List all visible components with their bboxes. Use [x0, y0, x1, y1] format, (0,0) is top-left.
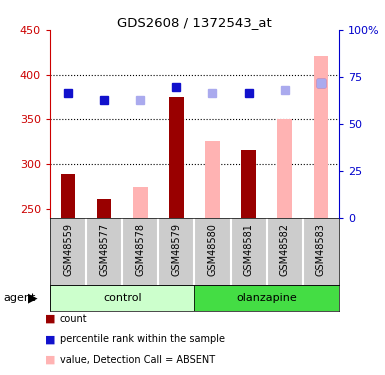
- Text: percentile rank within the sample: percentile rank within the sample: [60, 334, 225, 344]
- Text: ▶: ▶: [28, 292, 38, 304]
- Bar: [241, 150, 256, 217]
- Text: GSM48559: GSM48559: [63, 223, 73, 276]
- Text: GSM48582: GSM48582: [280, 223, 290, 276]
- Bar: [278, 119, 292, 218]
- Bar: [133, 187, 147, 218]
- Text: ■: ■: [45, 314, 55, 324]
- Text: GSM48579: GSM48579: [171, 223, 181, 276]
- Text: control: control: [103, 293, 142, 303]
- Text: count: count: [60, 314, 87, 324]
- Text: GSM48577: GSM48577: [99, 223, 109, 276]
- Text: GSM48578: GSM48578: [135, 223, 145, 276]
- Text: GSM48581: GSM48581: [244, 223, 254, 276]
- Text: olanzapine: olanzapine: [236, 293, 297, 303]
- Text: ■: ■: [45, 334, 55, 344]
- Bar: [205, 141, 220, 218]
- Bar: [169, 97, 184, 218]
- Text: GSM48583: GSM48583: [316, 223, 326, 276]
- Text: agent: agent: [4, 293, 36, 303]
- Bar: [194, 285, 339, 311]
- Text: value, Detection Call = ABSENT: value, Detection Call = ABSENT: [60, 355, 215, 365]
- Bar: [97, 199, 111, 217]
- Title: GDS2608 / 1372543_at: GDS2608 / 1372543_at: [117, 16, 272, 29]
- Bar: [313, 56, 328, 217]
- Text: ■: ■: [45, 355, 55, 365]
- Text: GSM48580: GSM48580: [208, 223, 218, 276]
- Bar: [61, 174, 75, 217]
- Bar: [50, 285, 194, 311]
